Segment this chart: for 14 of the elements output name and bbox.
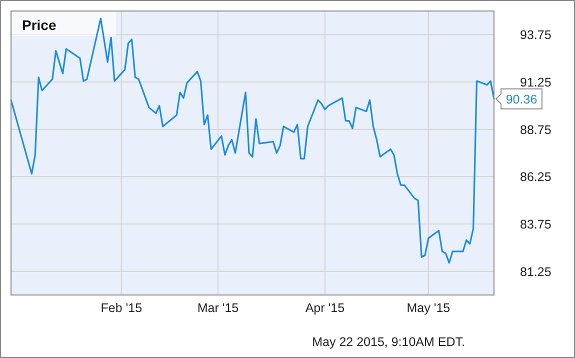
x-tick-label: May '15 <box>406 301 450 315</box>
y-tick-label: 93.75 <box>520 28 552 42</box>
text: May 22 2015, 9:10AM EDT. <box>312 335 465 349</box>
y-tick-label: 91.25 <box>520 76 552 90</box>
x-tick-label: Apr '15 <box>305 301 345 315</box>
data-label: 90.36 <box>506 92 538 106</box>
text: Price <box>22 17 56 33</box>
x-tick-label: Mar '15 <box>197 301 239 315</box>
y-tick-label: 88.75 <box>520 122 552 137</box>
y-tick-label: 81.25 <box>520 264 552 279</box>
line-series <box>10 18 495 264</box>
y-tick-label: 83.75 <box>520 218 552 232</box>
y-tick-label: 86.25 <box>520 170 552 184</box>
x-tick-label: Feb '15 <box>100 301 142 315</box>
